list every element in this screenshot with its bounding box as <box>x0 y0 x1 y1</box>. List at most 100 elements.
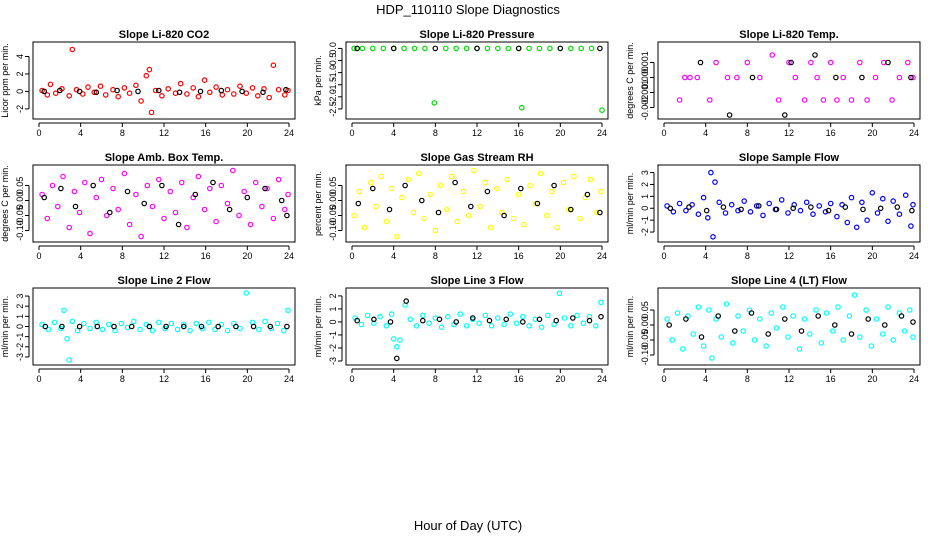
data-point <box>856 59 863 66</box>
data-point <box>137 326 143 333</box>
data-point <box>904 59 911 66</box>
data-point <box>126 221 133 228</box>
data-point <box>110 185 116 192</box>
y-tick-label: -2 <box>15 105 25 113</box>
x-tick-label: 12 <box>159 374 169 384</box>
reference-point <box>215 323 222 330</box>
data-point <box>505 45 512 52</box>
data-point <box>593 209 600 216</box>
y-tick-label: -0.05 <box>640 330 650 351</box>
data-point <box>751 337 758 343</box>
data-point <box>230 167 236 174</box>
data-point <box>149 203 156 210</box>
y-axis-label: Licor ppm per min. <box>0 43 10 118</box>
reference-point <box>790 205 797 212</box>
reference-point <box>90 182 97 189</box>
x-tick-label: 24 <box>909 251 919 261</box>
data-point <box>766 200 773 207</box>
data-point <box>844 219 851 226</box>
panel-8: Slope Line 4 (LT) Flow 0 4 8 12 16 20 24 -0.10-0… <box>625 275 921 384</box>
y-tick-label: -0.10 <box>15 220 25 241</box>
data-point <box>219 92 226 98</box>
reference-point <box>598 313 604 320</box>
x-tick-label: 20 <box>555 374 565 384</box>
reference-point <box>402 182 408 189</box>
reference-point <box>597 209 603 216</box>
reference-point <box>386 206 393 213</box>
data-point <box>869 190 876 196</box>
plot-frame <box>345 164 609 243</box>
data-point <box>91 89 98 96</box>
x-tick-label: 4 <box>391 128 396 138</box>
data-point <box>571 173 577 180</box>
y-tick-label: 0.0 <box>328 42 338 55</box>
data-point <box>538 324 545 331</box>
x-tick-label: 16 <box>514 128 524 138</box>
reference-point <box>553 317 560 324</box>
data-point <box>708 169 714 176</box>
data-point <box>763 343 769 349</box>
data-point <box>103 212 110 219</box>
data-point <box>792 74 799 81</box>
y-tick-label: 4 <box>15 54 25 59</box>
data-point <box>149 327 156 334</box>
data-point <box>177 80 184 87</box>
data-point <box>415 170 422 177</box>
panel-4: Slope Gas Stream RH 0 4 8 12 16 20 24 -0.10-0.05… <box>313 152 609 261</box>
data-point <box>274 320 281 327</box>
data-point <box>195 93 202 100</box>
data-point <box>515 191 522 198</box>
reference-point <box>910 319 916 325</box>
figure-x-axis-label: Hour of Day (UTC) <box>414 518 522 533</box>
data-point <box>281 92 288 98</box>
data-point <box>722 210 729 216</box>
data-point <box>156 319 162 326</box>
reference-point <box>111 323 117 330</box>
data-point <box>801 316 808 322</box>
data-point <box>769 52 776 58</box>
data-point <box>676 97 683 103</box>
data-point <box>432 227 439 234</box>
data-point <box>361 224 368 231</box>
data-point <box>285 307 291 314</box>
data-point <box>556 290 563 297</box>
data-point <box>723 301 730 307</box>
data-point <box>106 321 112 328</box>
reference-point <box>765 331 772 337</box>
x-tick-label: 4 <box>703 251 708 261</box>
y-tick-label: -1 <box>640 216 650 224</box>
y-tick-label: -0.10 <box>640 345 650 366</box>
x-tick-label: 8 <box>433 251 438 261</box>
x-tick-label: 8 <box>120 374 125 384</box>
data-point <box>207 89 213 96</box>
data-point <box>823 310 830 316</box>
reference-point <box>569 315 576 321</box>
y-tick-label: -0.05 <box>15 205 25 226</box>
reference-point <box>354 45 361 52</box>
data-point <box>724 74 731 81</box>
data-point <box>735 207 741 214</box>
x-tick-label: 24 <box>597 251 607 261</box>
data-point <box>442 45 449 52</box>
x-tick-label: 24 <box>909 128 919 138</box>
plot-frame <box>345 287 609 366</box>
data-point <box>848 97 855 103</box>
reference-point <box>881 322 888 328</box>
reference-point <box>453 319 460 325</box>
data-point <box>97 83 104 90</box>
data-point <box>588 45 595 52</box>
reference-point <box>418 197 425 204</box>
reference-point <box>260 89 266 96</box>
y-tick-label: -1.0 <box>328 65 338 81</box>
reference-point <box>354 317 361 324</box>
reference-point <box>390 45 397 52</box>
data-point <box>460 188 467 195</box>
data-point <box>285 191 291 198</box>
data-point <box>890 337 897 343</box>
y-axis-label: kPa per min. <box>313 55 323 106</box>
panel-title: Slope Sample Flow <box>739 152 840 164</box>
data-point <box>463 322 470 329</box>
data-point <box>407 316 414 323</box>
